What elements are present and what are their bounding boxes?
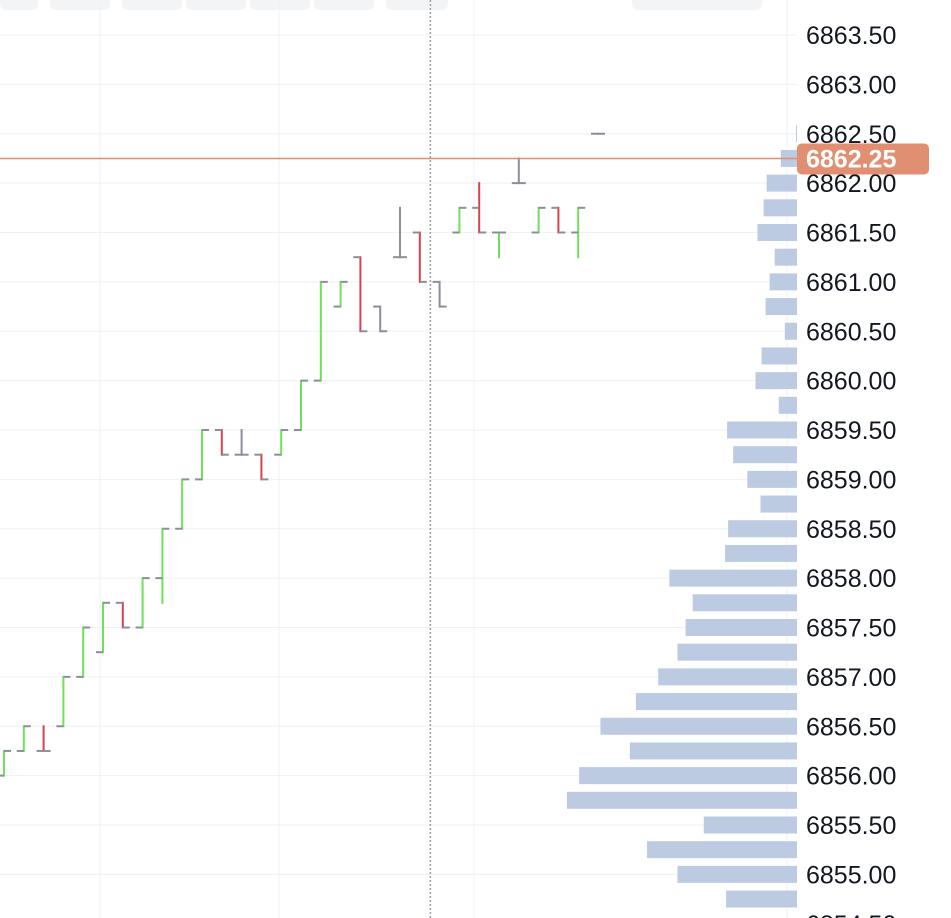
price-axis-label: 6856.00 [806, 763, 896, 791]
volume-profile-bar [727, 421, 797, 439]
volume-profile-bar [774, 248, 797, 266]
toolbar-button[interactable] [50, 0, 110, 10]
price-axis-label: 6859.50 [806, 417, 896, 445]
price-bar [353, 256, 368, 333]
price-axis-label: 6857.00 [806, 664, 896, 692]
price-bar [432, 280, 447, 308]
volume-profile-bar [728, 520, 797, 538]
toolbar-button[interactable] [314, 0, 374, 10]
price-axis-label: 6855.50 [806, 812, 896, 840]
volume-profile [567, 125, 797, 908]
price-bar [511, 157, 526, 185]
price-axis-label: 6858.00 [806, 565, 896, 593]
price-bar [214, 429, 229, 456]
price-bar [56, 675, 71, 728]
volume-profile-bar [747, 470, 797, 488]
price-bar [571, 206, 586, 259]
last-price-badge-bg [797, 143, 929, 175]
volume-profile-bar [761, 347, 797, 365]
volume-profile-bar [703, 816, 797, 834]
volume-profile-bar [760, 495, 797, 513]
price-bar [412, 231, 427, 283]
top-toolbar [0, 0, 795, 12]
price-bar [155, 527, 170, 604]
volume-profile-bar [763, 199, 797, 217]
price-axis-label: 6855.00 [806, 861, 896, 889]
price-bar [0, 749, 11, 777]
price-bar [16, 725, 31, 752]
volume-profile-bar [629, 742, 797, 760]
price-bar [36, 725, 51, 752]
volume-profile-bar [726, 890, 797, 908]
toolbar-button[interactable] [186, 0, 246, 10]
last-price-badge: 6862.25 [797, 143, 929, 175]
price-axis-label: 6856.50 [806, 713, 896, 741]
toolbar-button[interactable] [250, 0, 310, 10]
volume-profile-bar [778, 396, 797, 414]
price-bar [234, 429, 249, 456]
price-bar [472, 182, 487, 234]
volume-profile-bar [766, 174, 797, 192]
volume-profile-bar [677, 643, 797, 661]
price-bar [373, 305, 388, 333]
price-bar [492, 231, 506, 259]
toolbar-button[interactable] [122, 0, 182, 10]
toolbar-button[interactable] [386, 0, 448, 10]
volume-profile-bar [725, 544, 797, 562]
volume-profile-bar [795, 125, 797, 143]
price-bar [393, 206, 407, 259]
price-axis-label: 6859.00 [806, 466, 896, 494]
price-axis-label: 6861.50 [806, 220, 896, 248]
toolbar-button[interactable] [632, 0, 762, 10]
price-axis-label: 6854.50 [806, 911, 896, 918]
volume-profile-bar [600, 717, 797, 735]
price-bar [195, 429, 209, 481]
price-bar [115, 601, 130, 629]
price-axis-label: 6863.00 [806, 71, 896, 99]
price-bar [96, 601, 110, 654]
volume-profile-bar [658, 668, 797, 686]
price-axis[interactable]: 6863.506863.006862.506862.006861.506861.… [806, 22, 896, 918]
price-bars [0, 132, 605, 777]
price-bar [591, 132, 605, 135]
price-bar [333, 280, 348, 308]
volume-profile-bar [784, 322, 797, 340]
price-bar [254, 453, 269, 481]
price-bar [76, 626, 91, 678]
price-bar [551, 206, 566, 234]
price-bar [274, 429, 289, 456]
price-bar [135, 577, 150, 629]
price-bar [175, 478, 190, 530]
price-axis-label: 6863.50 [806, 22, 896, 50]
price-axis-label: 6861.00 [806, 269, 896, 297]
volume-profile-bar [567, 791, 797, 809]
volume-profile-bar [669, 569, 797, 587]
price-axis-label: 6862.00 [806, 170, 896, 198]
volume-profile-bar [757, 224, 797, 241]
price-bar [294, 379, 308, 431]
price-axis-label: 6858.50 [806, 516, 896, 544]
volume-profile-bar [769, 273, 797, 291]
chart-grid [0, 0, 797, 918]
volume-profile-bar [677, 865, 797, 883]
volume-profile-bar [579, 767, 797, 785]
price-bar [452, 206, 467, 234]
last-price-label: 6862.25 [806, 145, 896, 173]
volume-profile-bar [733, 446, 797, 464]
volume-profile-bar [635, 693, 797, 711]
toolbar-button[interactable] [0, 0, 38, 10]
volume-profile-bar [647, 841, 797, 859]
price-axis-label: 6857.50 [806, 615, 896, 643]
volume-profile-bar [685, 619, 797, 636]
price-axis-label: 6860.50 [806, 318, 896, 346]
volume-profile-bar [755, 372, 797, 390]
price-bar [313, 280, 328, 382]
price-axis-label: 6860.00 [806, 368, 896, 396]
volume-profile-bar [765, 298, 797, 316]
volume-profile-bar [692, 594, 797, 612]
price-bar [531, 206, 546, 234]
